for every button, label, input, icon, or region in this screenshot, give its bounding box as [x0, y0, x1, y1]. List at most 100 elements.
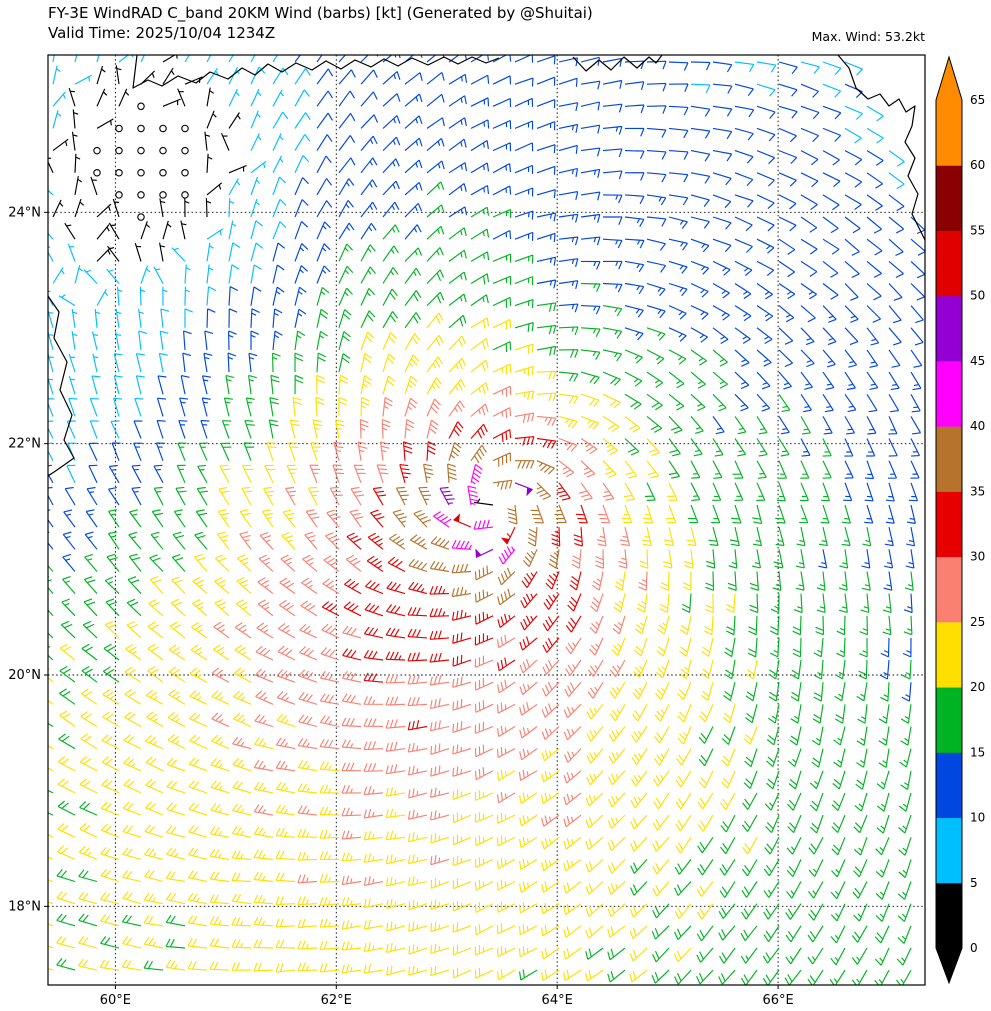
- wind-barb: [52, 138, 69, 152]
- wind-barb: [100, 892, 120, 905]
- wind-barb: [399, 464, 411, 483]
- wind-barb: [338, 353, 351, 373]
- wind-barb: [896, 969, 912, 985]
- wind-barb: [67, 442, 77, 461]
- wind-barb: [624, 327, 644, 341]
- wind-barb: [135, 353, 145, 373]
- wind-barb: [712, 438, 724, 457]
- wind-barb: [586, 770, 604, 786]
- wind-barb: [263, 486, 275, 506]
- wind-barb: [404, 202, 423, 218]
- wind-barb: [580, 371, 600, 385]
- wind-barb: [844, 127, 862, 144]
- wind-barb: [910, 327, 924, 346]
- wind-barb: [624, 127, 645, 137]
- wind-barb: [744, 748, 758, 768]
- wind-barb: [338, 396, 347, 417]
- calm-circle: [159, 146, 167, 155]
- wind-barb: [602, 349, 623, 362]
- wind-barb: [392, 509, 407, 528]
- wind-barb: [519, 814, 538, 827]
- wind-barb: [831, 859, 846, 878]
- wind-barb: [232, 803, 252, 816]
- wind-barb: [540, 925, 560, 937]
- wind-barb: [294, 134, 311, 151]
- wind-barb: [646, 150, 667, 160]
- wind-barb: [563, 703, 582, 719]
- wind-barb: [183, 330, 192, 350]
- wind-barb: [492, 119, 512, 130]
- wind-barb: [48, 901, 54, 905]
- wind-barb: [78, 869, 98, 883]
- wind-barb: [430, 921, 450, 933]
- wind-barb: [228, 286, 239, 306]
- wind-barb: [275, 963, 296, 973]
- wind-barb: [108, 464, 120, 484]
- wind-barb: [294, 352, 304, 373]
- wind-barb: [385, 696, 406, 706]
- wind-barb: [360, 331, 375, 351]
- wind-barb: [624, 282, 645, 295]
- wind-barb: [492, 296, 512, 308]
- wind-barb: [712, 283, 730, 299]
- wind-barb: [786, 859, 802, 877]
- wind-barb: [575, 504, 588, 524]
- wind-barb: [674, 903, 692, 920]
- wind-barb: [496, 634, 516, 649]
- wind-barb: [244, 420, 255, 439]
- wind-barb: [908, 482, 919, 502]
- wind-barb: [492, 452, 512, 467]
- wind-barb: [654, 704, 670, 722]
- wind-barb: [149, 576, 164, 594]
- wind-barb: [233, 690, 252, 705]
- wind-barb: [844, 260, 860, 279]
- wind-barb: [276, 669, 296, 683]
- wind-barb: [834, 682, 846, 702]
- wind-barb: [541, 969, 560, 981]
- wind-barb: [133, 442, 143, 461]
- wind-barb: [211, 712, 230, 728]
- wind-barb: [188, 802, 208, 816]
- wind-barb: [629, 903, 648, 918]
- wind-barb: [762, 969, 780, 985]
- wind-barb: [778, 460, 788, 479]
- wind-barb: [580, 56, 600, 66]
- wind-barb: [712, 194, 732, 209]
- wind-barb: [563, 858, 582, 872]
- wind-barb: [646, 460, 660, 479]
- wind-barb: [855, 770, 868, 790]
- wind-barb: [668, 127, 689, 139]
- wind-barb: [74, 176, 83, 195]
- wind-barb: [718, 925, 736, 941]
- colorbar-tick-label: 65: [970, 93, 985, 107]
- wind-barb: [518, 769, 538, 781]
- wind-barb: [853, 814, 868, 834]
- wind-barb: [145, 778, 164, 794]
- wind-barb: [102, 666, 120, 683]
- wind-barb: [563, 947, 582, 960]
- wind-barb: [712, 482, 722, 501]
- wind-barb: [634, 615, 648, 635]
- wind-barb: [209, 848, 230, 860]
- wind-barb: [675, 814, 692, 832]
- wind-barb: [134, 243, 142, 262]
- wind-barb: [545, 571, 560, 590]
- wind-barb: [448, 183, 467, 196]
- wind-barb: [646, 305, 666, 319]
- wind-barb: [250, 88, 262, 107]
- wind-barb: [385, 830, 406, 841]
- wind-barb: [884, 526, 894, 547]
- wind-barb: [492, 429, 512, 443]
- wind-barb: [712, 371, 728, 389]
- wind-barb: [659, 593, 670, 614]
- wind-barb: [228, 112, 241, 129]
- wind-barb: [316, 308, 329, 328]
- wind-barb: [231, 939, 252, 949]
- wind-barb: [818, 549, 828, 569]
- wind-barb: [751, 549, 761, 569]
- wind-barb: [712, 127, 733, 140]
- wind-barb: [319, 829, 340, 839]
- wind-barb: [404, 312, 421, 329]
- wind-barb: [470, 251, 490, 262]
